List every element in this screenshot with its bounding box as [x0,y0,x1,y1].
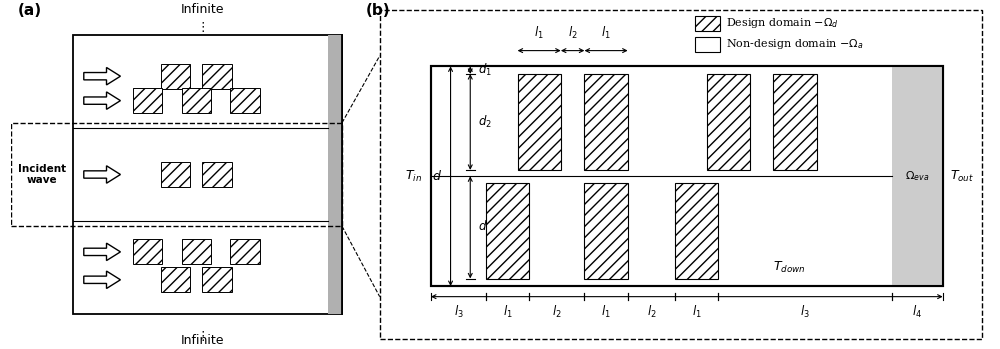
Text: $T_{out}$: $T_{out}$ [950,169,975,184]
Text: $l_2$: $l_2$ [568,25,577,41]
Bar [133,239,162,265]
Bar [695,37,720,52]
Text: (b): (b) [366,3,391,18]
Bar [10,123,342,226]
Bar [675,183,718,279]
Bar [328,35,342,314]
Text: Design domain $-\Omega_d$: Design domain $-\Omega_d$ [726,16,839,30]
Bar [182,88,211,113]
Text: $l_3$: $l_3$ [454,304,463,320]
Bar [202,267,232,292]
Polygon shape [84,271,120,289]
Bar [584,74,628,170]
Polygon shape [84,166,120,183]
Bar [486,183,529,279]
Text: $\Omega_{eva}$: $\Omega_{eva}$ [905,169,929,183]
Text: $l_1$: $l_1$ [692,304,702,320]
Bar [706,74,750,170]
Text: $l_1$: $l_1$ [601,25,611,41]
Bar [161,267,190,292]
Text: $d_1$: $d_1$ [478,62,492,78]
Polygon shape [84,67,120,85]
Bar [892,66,943,286]
Text: $l_2$: $l_2$ [647,304,656,320]
Text: ⋮: ⋮ [196,330,209,343]
Bar [518,74,561,170]
Text: $l_3$: $l_3$ [800,304,810,320]
Bar [230,88,260,113]
Bar [133,88,162,113]
Bar [161,162,190,187]
Text: (a): (a) [17,3,42,18]
Text: $T_{in}$: $T_{in}$ [405,169,422,184]
Text: $l_1$: $l_1$ [534,25,544,41]
Polygon shape [84,92,120,109]
Bar [773,74,817,170]
Text: Non-design domain $-\Omega_a$: Non-design domain $-\Omega_a$ [726,37,864,51]
Bar [431,66,943,286]
Bar [584,183,628,279]
Bar [431,66,943,286]
Text: $T_{up}$: $T_{up}$ [773,77,794,94]
Polygon shape [84,243,120,261]
Text: Infinite: Infinite [181,334,224,347]
Bar [182,239,211,265]
Bar [230,239,260,265]
Text: $d_1$: $d_1$ [478,219,492,236]
Text: $l_1$: $l_1$ [601,304,611,320]
Text: $d_2$: $d_2$ [478,114,492,130]
Text: $d$: $d$ [432,169,442,183]
Text: $l_4$: $l_4$ [912,304,922,320]
Text: Infinite: Infinite [181,3,224,16]
Text: $l_2$: $l_2$ [552,304,562,320]
Text: ⋮: ⋮ [196,21,209,34]
Bar [202,64,232,89]
Text: $l_1$: $l_1$ [503,304,513,320]
Bar [73,35,342,314]
Text: $T_{down}$: $T_{down}$ [773,259,806,275]
Text: Incident
wave: Incident wave [18,164,66,185]
Bar [161,64,190,89]
Bar [202,162,232,187]
Bar [695,16,720,31]
